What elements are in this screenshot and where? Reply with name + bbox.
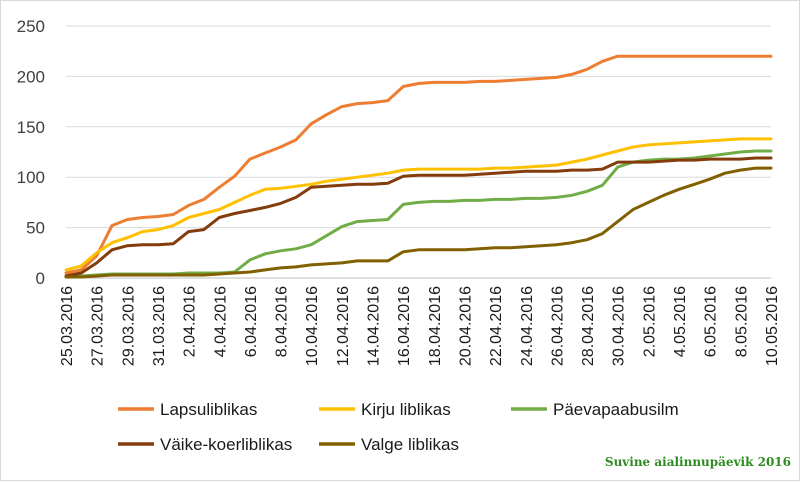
x-tick-label: 31.03.2016 (151, 286, 168, 366)
x-tick-label: 2.04.2016 (182, 286, 199, 357)
x-tick-label: 6.05.2016 (703, 286, 720, 357)
y-tick-label: 50 (26, 219, 45, 238)
x-tick-label: 2.05.2016 (641, 286, 658, 357)
x-tick-label: 29.03.2016 (120, 286, 137, 366)
series-line-3 (64, 149, 773, 278)
x-tick-label: 10.04.2016 (304, 286, 321, 366)
y-tick-label: 200 (17, 67, 45, 86)
x-tick-label: 8.04.2016 (274, 286, 291, 357)
x-tick-label: 10.05.2016 (764, 286, 781, 366)
x-tick-label: 6.04.2016 (243, 286, 260, 357)
legend-label: Valge liblikas (361, 435, 459, 454)
x-tick-label: 12.04.2016 (335, 286, 352, 366)
legend-label: Kirju liblikas (361, 400, 451, 419)
legend-label: Päevapaabusilm (553, 400, 679, 419)
series-line-1 (64, 54, 773, 275)
x-tick-label: 27.03.2016 (90, 286, 107, 366)
x-tick-label: 22.04.2016 (488, 286, 505, 366)
gridlines (66, 25, 771, 279)
x-tick-label: 16.04.2016 (396, 286, 413, 366)
x-tick-label: 4.05.2016 (672, 286, 689, 357)
x-tick-label: 30.04.2016 (611, 286, 628, 366)
x-tick-label: 28.04.2016 (580, 286, 597, 366)
x-tick-label: 4.04.2016 (212, 286, 229, 357)
x-axis: 25.03.2016 27.03.2016 29.03.2016 31.03.2016… (59, 286, 781, 366)
x-tick-label: 18.04.2016 (427, 286, 444, 366)
series-line-5 (64, 166, 773, 279)
x-tick-label: 25.03.2016 (59, 286, 76, 366)
x-tick-label: 24.04.2016 (519, 286, 536, 366)
legend-label: Lapsuliblikas (160, 400, 257, 419)
x-tick-label: 8.05.2016 (733, 286, 750, 357)
y-tick-label: 150 (17, 118, 45, 137)
x-tick-label: 26.04.2016 (549, 286, 566, 366)
y-tick-label: 100 (17, 168, 45, 187)
x-tick-label: 14.04.2016 (366, 286, 383, 366)
series-line-2 (64, 137, 773, 272)
legend-label: Väike-koerliblikas (160, 435, 292, 454)
y-axis: 0 50 100 150 200 250 (17, 17, 45, 288)
watermark-text: Suvine aialinnupäevik 2016 (605, 455, 791, 469)
series-line-4 (64, 156, 773, 278)
y-tick-label: 250 (17, 17, 45, 36)
y-tick-label: 0 (36, 269, 45, 288)
legend: Lapsuliblikas Kirju liblikas Päevapaabusil… (118, 400, 679, 454)
series-lines (64, 54, 773, 279)
x-tick-label: 20.04.2016 (457, 286, 474, 366)
